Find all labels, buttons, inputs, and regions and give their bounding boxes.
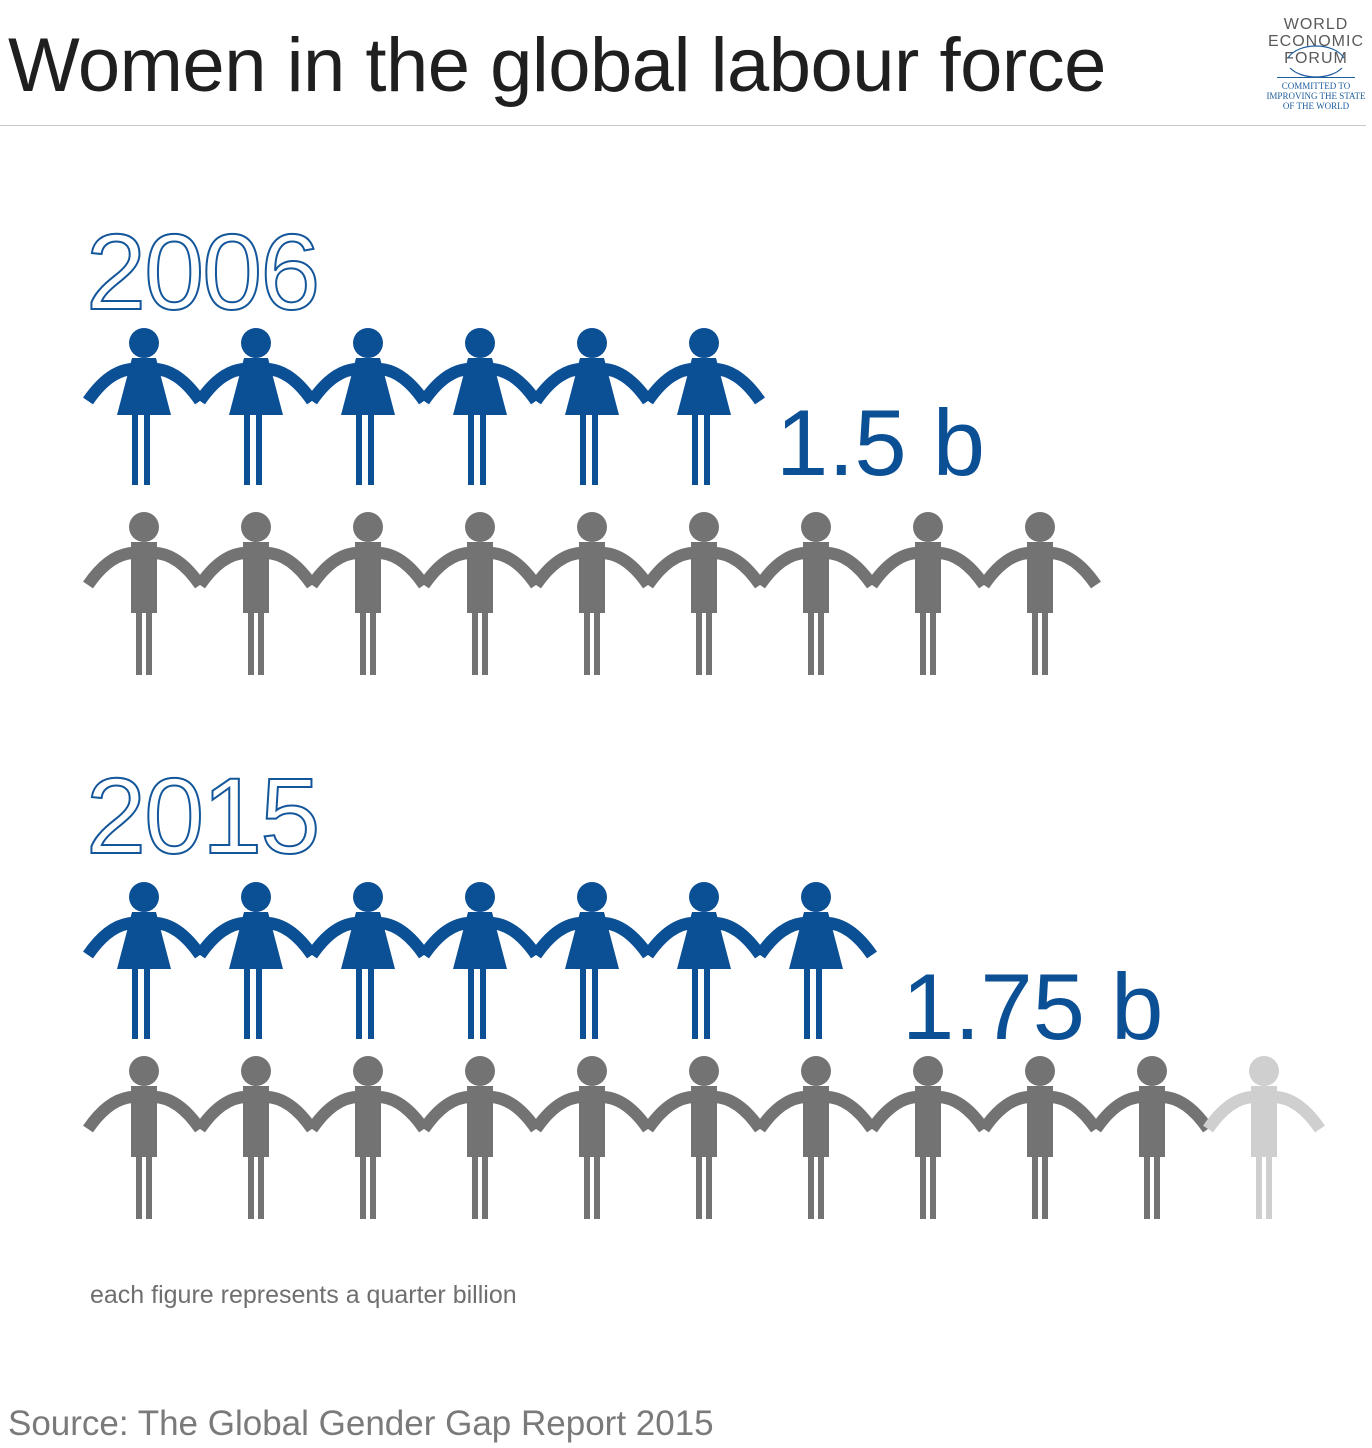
labour-figure-2015 bbox=[195, 1056, 317, 1219]
labour-figure-2015 bbox=[867, 1056, 989, 1219]
labour-figure-2015 bbox=[643, 1056, 765, 1219]
women-value-2006: 1.5 b bbox=[776, 390, 986, 495]
logo-tagline-line: OF THE WORLD bbox=[1282, 101, 1350, 111]
labour-figure-2006 bbox=[419, 512, 541, 675]
woman-figure-2006 bbox=[195, 328, 317, 485]
woman-figure-2015 bbox=[755, 882, 877, 1039]
logo-tagline: COMMITTED TO IMPROVING THE STATE OF THE … bbox=[1262, 81, 1370, 111]
woman-figure-2006 bbox=[419, 328, 541, 485]
woman-figure-2015 bbox=[307, 882, 429, 1039]
logo-name-line: FORUM bbox=[1284, 50, 1348, 67]
title-divider bbox=[0, 125, 1366, 126]
labour-figure-2015 bbox=[531, 1056, 653, 1219]
logo-name: WORLD ECONOMIC FORUM bbox=[1262, 16, 1370, 67]
labour-figure-2015 bbox=[979, 1056, 1101, 1219]
woman-figure-2015 bbox=[195, 882, 317, 1039]
woman-figure-2006 bbox=[83, 328, 205, 485]
globe-arc-icon bbox=[1287, 45, 1345, 78]
year-label-2015: 2015 bbox=[85, 755, 321, 876]
woman-figure-2006 bbox=[307, 328, 429, 485]
labour-figure-2006 bbox=[643, 512, 765, 675]
logo-tagline-line: COMMITTED TO bbox=[1281, 81, 1351, 91]
wef-logo: WORLD ECONOMIC FORUM COMMITTED TO IMPROV… bbox=[1262, 16, 1370, 116]
labour-figure-2006 bbox=[755, 512, 877, 675]
labour-figure-2006 bbox=[83, 512, 205, 675]
logo-name-line: ECONOMIC bbox=[1268, 33, 1364, 50]
woman-figure-2015 bbox=[643, 882, 765, 1039]
source-note: Source: The Global Gender Gap Report 201… bbox=[8, 1404, 714, 1443]
logo-name-line: WORLD bbox=[1283, 16, 1349, 33]
labour-figure-2006 bbox=[307, 512, 429, 675]
labour-figure-2015 bbox=[307, 1056, 429, 1219]
logo-tagline-line: IMPROVING THE STATE bbox=[1266, 91, 1366, 101]
labour-figure-2006 bbox=[979, 512, 1101, 675]
page-title: Women in the global labour force bbox=[8, 23, 1106, 108]
labour-figure-2006 bbox=[867, 512, 989, 675]
woman-figure-2006 bbox=[531, 328, 653, 485]
woman-figure-2015 bbox=[83, 882, 205, 1039]
labour-figure-2015 bbox=[419, 1056, 541, 1219]
labour-figure-2015 bbox=[83, 1056, 205, 1219]
labour-figure-2006 bbox=[531, 512, 653, 675]
woman-figure-2015 bbox=[531, 882, 653, 1039]
labour-figure-2015-remainder bbox=[1203, 1056, 1325, 1219]
woman-figure-2015 bbox=[419, 882, 541, 1039]
women-value-2015: 1.75 b bbox=[902, 954, 1164, 1059]
woman-figure-2006 bbox=[643, 328, 765, 485]
labour-figure-2015 bbox=[1091, 1056, 1213, 1219]
unit-note: each figure represents a quarter billion bbox=[90, 1281, 517, 1309]
labour-figure-2006 bbox=[195, 512, 317, 675]
labour-figure-2015 bbox=[755, 1056, 877, 1219]
year-label-2006: 2006 bbox=[85, 211, 321, 332]
